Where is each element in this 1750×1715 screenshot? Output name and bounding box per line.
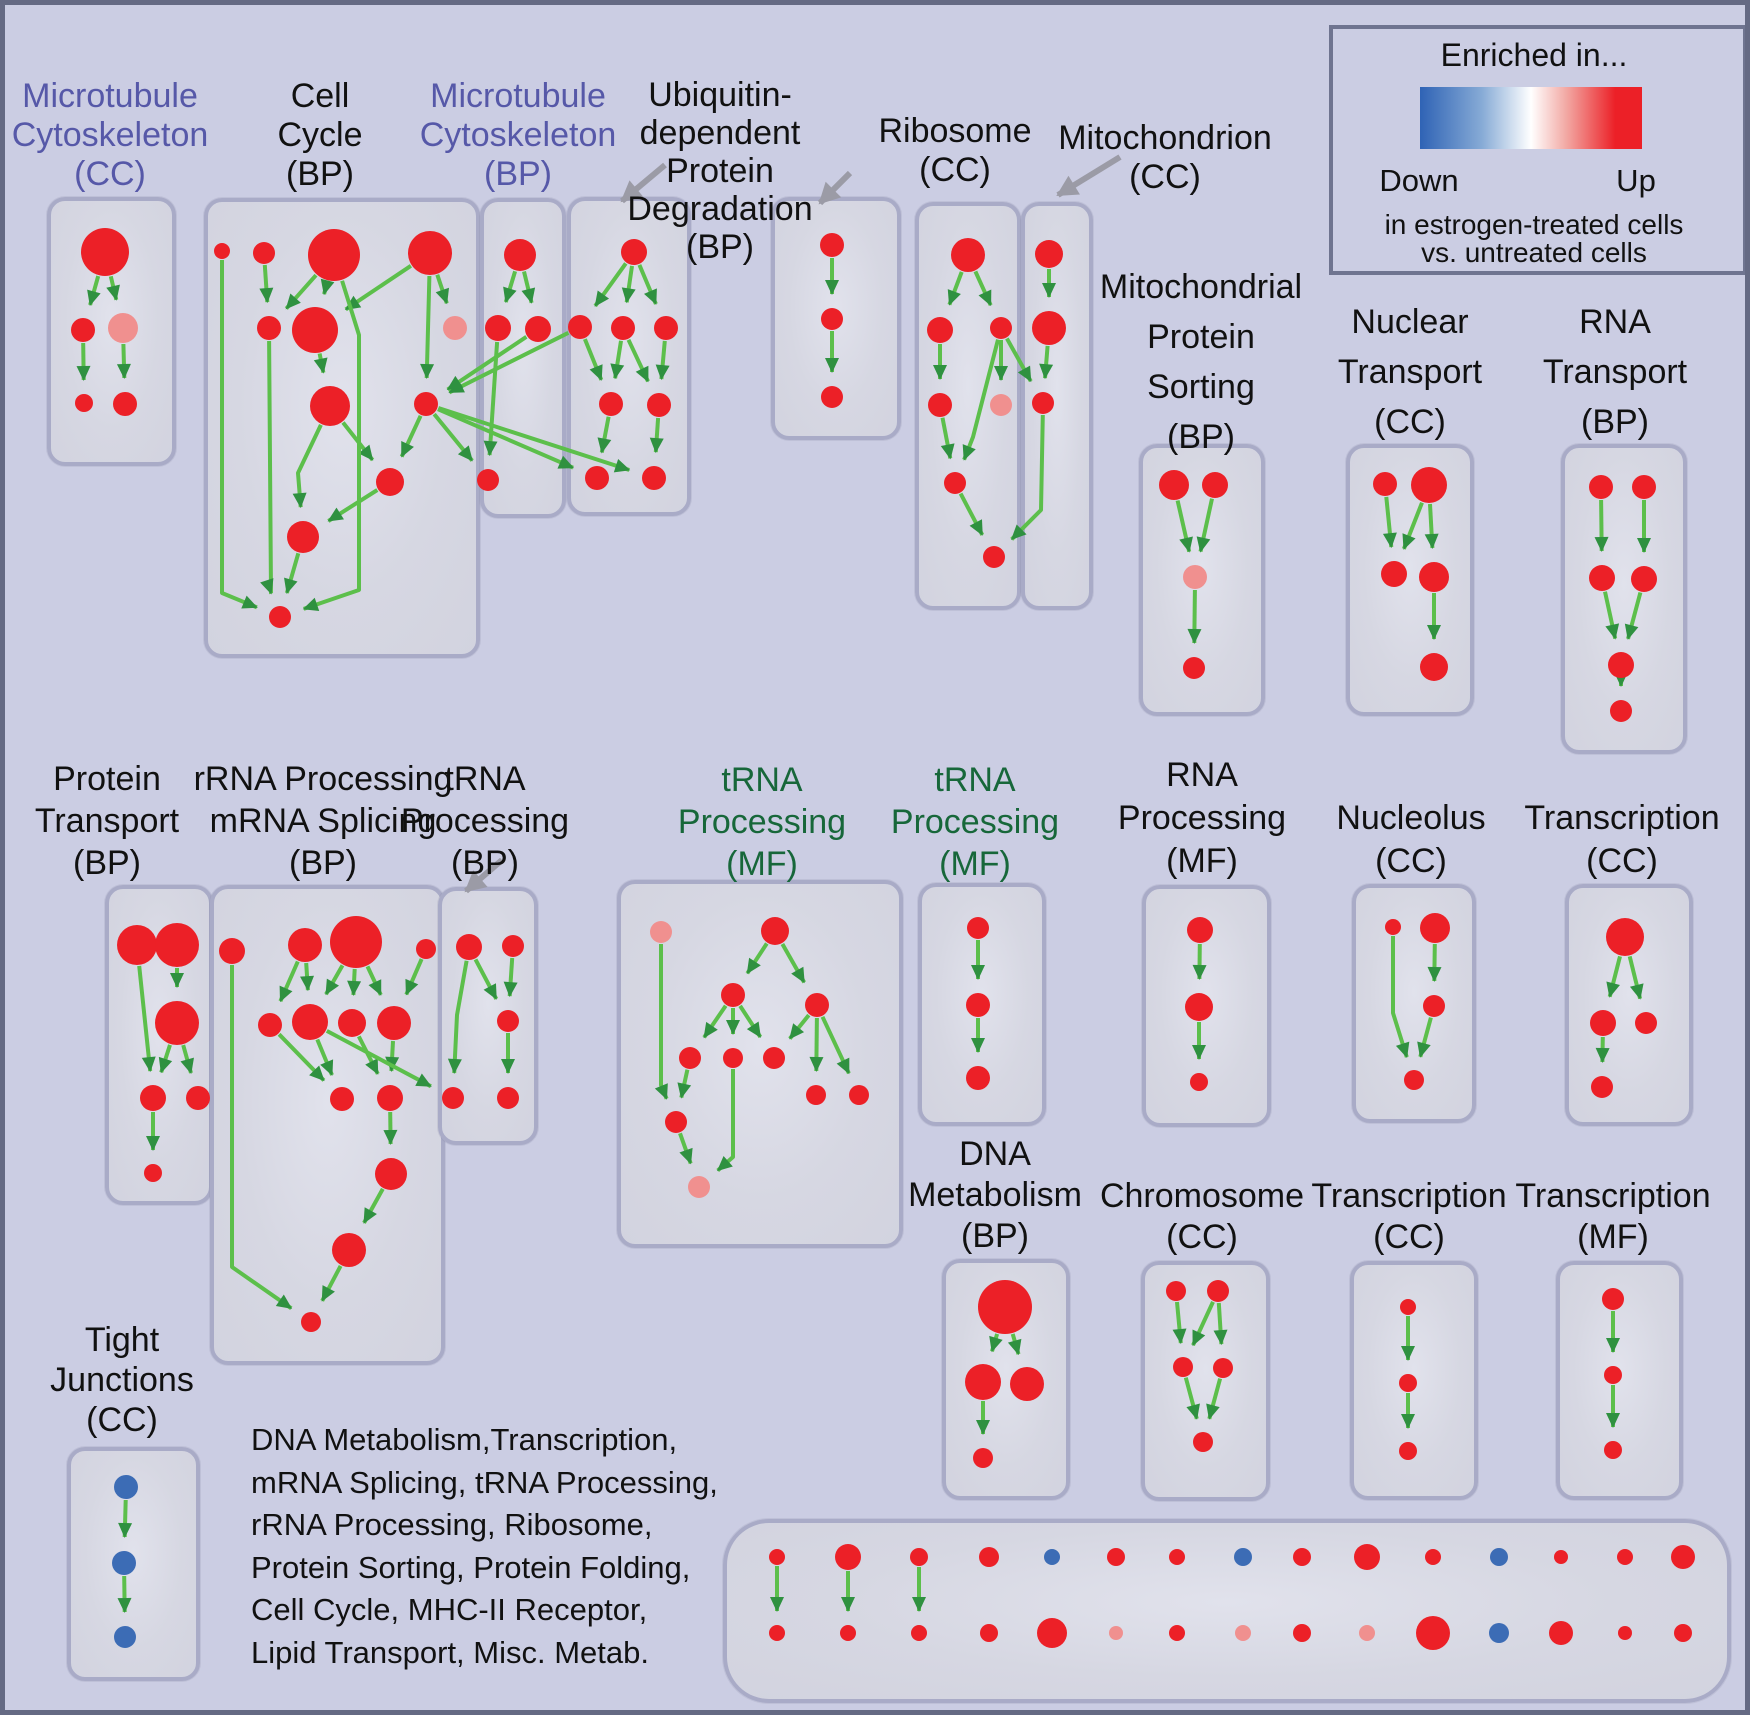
box-mito-protein-sorting <box>1139 444 1265 716</box>
box-protein-transport <box>105 885 213 1205</box>
label-trna-mf-1: tRNA Processing (MF) <box>677 761 847 883</box>
label-transcription-cc-mid: Transcription (CC) <box>1524 799 1720 880</box>
box-cell-cycle <box>204 198 480 658</box>
box-nucleolus <box>1352 884 1476 1123</box>
label-cell-cycle: Cell Cycle (BP) <box>277 77 363 193</box>
label-nuclear-transport: Nuclear Transport (CC) <box>1337 303 1483 441</box>
box-transcription-cc-mid <box>1565 884 1693 1126</box>
label-transcription-cc-bot: Transcription (CC) <box>1311 1177 1507 1256</box>
label-transcription-mf: Transcription (MF) <box>1515 1177 1711 1256</box>
box-chromosome <box>1141 1261 1270 1501</box>
label-nucleolus: Nucleolus (CC) <box>1336 799 1486 880</box>
box-rna-transport <box>1561 444 1687 754</box>
box-microtubule-bp <box>480 198 566 518</box>
box-dna-metabolism <box>942 1259 1070 1500</box>
label-tight-junctions: Tight Junctions (CC) <box>50 1321 194 1439</box>
label-microtubule-bp: Microtubule Cytoskeleton (BP) <box>419 77 617 193</box>
label-chromosome: Chromosome (CC) <box>1099 1177 1305 1256</box>
label-rna-processing-mf: RNA Processing (MF) <box>1117 756 1287 880</box>
label-ubiquitin: Ubiquitin- dependent Protein Degradation… <box>627 76 813 266</box>
box-trna-mf-big <box>617 880 903 1248</box>
box-nuclear-transport <box>1346 444 1474 716</box>
legend-up-label: Up <box>1616 163 1656 198</box>
label-trna-mf-2: tRNA Processing (MF) <box>890 761 1060 883</box>
legend-gradient-bar <box>1420 87 1642 149</box>
label-dna-metabolism: DNA Metabolism (BP) <box>908 1135 1082 1255</box>
legend-subtitle-2: vs. untreated cells <box>1421 237 1647 268</box>
label-protein-transport: Protein Transport (BP) <box>34 760 180 882</box>
legend-box: Enriched in... Down Up in estrogen-treat… <box>1329 25 1745 275</box>
box-tight-junctions <box>67 1447 200 1681</box>
label-microtubule-cc: Microtubule Cytoskeleton (CC) <box>11 77 209 193</box>
label-rrna-mrna: rRNA Processing mRNA Splicing (BP) <box>193 760 453 882</box>
label-rna-transport: RNA Transport (BP) <box>1542 303 1688 441</box>
box-mitochondrion <box>1021 202 1093 610</box>
box-ribosome <box>915 202 1021 610</box>
box-trna-mf-small <box>918 883 1046 1126</box>
label-trna-bp: tRNA Processing (BP) <box>400 760 570 882</box>
label-mito-protein-sorting: Mitochondrial Protein Sorting (BP) <box>1099 268 1303 456</box>
box-rrna-mrna <box>210 885 445 1365</box>
label-ribosome: Ribosome (CC) <box>878 112 1032 189</box>
box-transcription-cc-bot <box>1350 1261 1478 1500</box>
box-rna-processing-mf <box>1142 885 1271 1127</box>
box-trna-bp <box>438 887 538 1145</box>
legend-title: Enriched in... <box>1440 37 1628 73</box>
label-mitochondrion: Mitochondrion (CC) <box>1058 119 1272 196</box>
legend-down-label: Down <box>1379 163 1459 198</box>
misc-categories-text: DNA Metabolism,Transcription, mRNA Splic… <box>251 1422 718 1670</box>
box-transcription-mf <box>1556 1261 1683 1500</box>
box-microtubule-cc <box>47 197 176 466</box>
box-misc-strip <box>723 1519 1731 1703</box>
legend-subtitle-1: in estrogen-treated cells <box>1384 209 1684 240</box>
